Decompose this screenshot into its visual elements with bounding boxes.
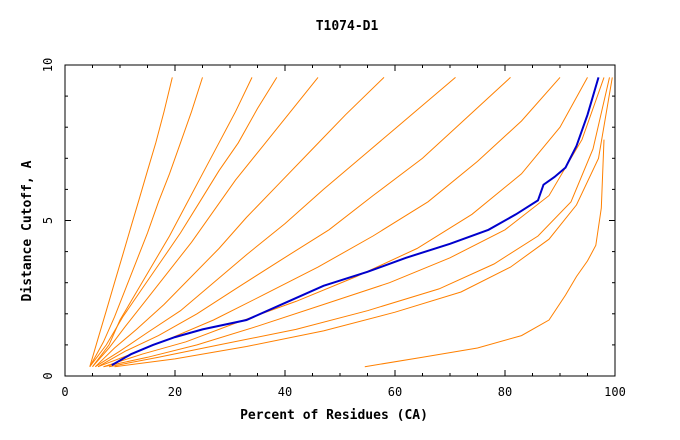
y-axis-label: Distance Cutoff, A [20, 160, 35, 301]
series-layer [89, 77, 613, 368]
model-curve-10 [103, 77, 605, 368]
model-curve-9 [103, 77, 588, 368]
x-axis-label: Percent of Residues (CA) [240, 408, 428, 423]
x-tick-label: 40 [278, 385, 292, 399]
highlighted-model-curve [111, 77, 600, 366]
model-curve-14 [89, 77, 278, 368]
model-curve-4 [92, 77, 319, 368]
model-curve-11 [108, 77, 610, 368]
model-curve-5 [94, 77, 385, 368]
model-curve-6 [95, 77, 456, 368]
model-curve-8 [97, 77, 561, 368]
tick-layer: 0 20 40 60 80 100 0 5 10 [41, 58, 626, 399]
model-curve-2 [89, 77, 203, 367]
x-tick-label: 80 [498, 385, 512, 399]
x-tick-label: 20 [168, 385, 182, 399]
y-tick-label: 5 [41, 217, 55, 224]
y-tick-label: 0 [41, 372, 55, 379]
model-curve-12 [364, 139, 605, 368]
model-curve-13 [114, 77, 613, 368]
x-tick-label: 100 [604, 385, 626, 399]
chart-title: T1074-D1 [316, 19, 379, 34]
x-tick-label: 60 [388, 385, 402, 399]
y-tick-label: 10 [41, 58, 55, 72]
model-curve-1 [89, 77, 173, 367]
model-curve-7 [97, 77, 511, 368]
x-tick-label: 0 [61, 385, 68, 399]
